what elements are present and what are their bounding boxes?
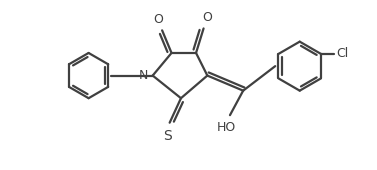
Text: HO: HO xyxy=(216,121,236,134)
Text: O: O xyxy=(153,13,163,26)
Text: O: O xyxy=(202,11,212,24)
Text: S: S xyxy=(163,130,172,143)
Text: N: N xyxy=(139,69,148,82)
Text: Cl: Cl xyxy=(336,47,348,60)
